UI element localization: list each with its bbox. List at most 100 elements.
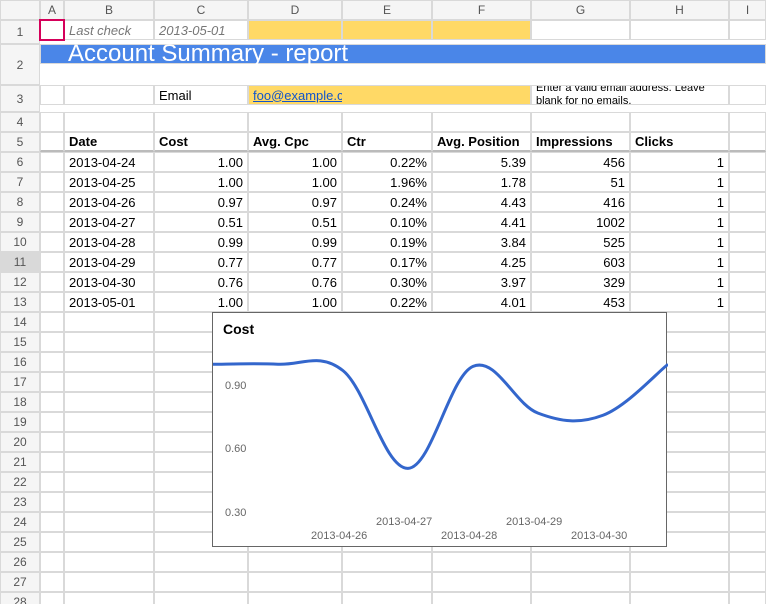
col-header-G[interactable]: G <box>531 0 630 20</box>
cell-B3[interactable] <box>64 85 154 105</box>
cell-A6[interactable] <box>40 152 64 172</box>
cell-avgcpc-12[interactable]: 0.76 <box>248 272 342 292</box>
row-header-22[interactable]: 22 <box>0 472 40 492</box>
cell-impr-8[interactable]: 416 <box>531 192 630 212</box>
cell-F1[interactable] <box>432 20 531 40</box>
cell-blank-21-1[interactable] <box>64 452 154 472</box>
cell-blank-24-8[interactable] <box>729 512 766 532</box>
cell-avgpos-11[interactable]: 4.25 <box>432 252 531 272</box>
cell-C3-email-label[interactable]: Email <box>154 85 248 105</box>
cell-avgpos-6[interactable]: 5.39 <box>432 152 531 172</box>
cell-blank-24-1[interactable] <box>64 512 154 532</box>
cell-clicks-8[interactable]: 1 <box>630 192 729 212</box>
row-header-27[interactable]: 27 <box>0 572 40 592</box>
cell-blank-27-4[interactable] <box>342 572 432 592</box>
col-header-C[interactable]: C <box>154 0 248 20</box>
cell-blank-21-8[interactable] <box>729 452 766 472</box>
cell-clicks-11[interactable]: 1 <box>630 252 729 272</box>
cell-impr-11[interactable]: 603 <box>531 252 630 272</box>
cell-avgpos-10[interactable]: 3.84 <box>432 232 531 252</box>
cell-cost-12[interactable]: 0.76 <box>154 272 248 292</box>
row-header-16[interactable]: 16 <box>0 352 40 372</box>
cell-I13[interactable] <box>729 292 766 312</box>
cell-blank-26-8[interactable] <box>729 552 766 572</box>
cell-blank-26-6[interactable] <box>531 552 630 572</box>
cell-blank-26-3[interactable] <box>248 552 342 572</box>
cell-avgpos-8[interactable]: 4.43 <box>432 192 531 212</box>
row-header-23[interactable]: 23 <box>0 492 40 512</box>
cell-blank-27-7[interactable] <box>630 572 729 592</box>
cell-C1-lastcheck-value[interactable]: 2013-05-01 <box>154 20 248 40</box>
cell-A11[interactable] <box>40 252 64 272</box>
cell-blank-16-8[interactable] <box>729 352 766 372</box>
cell-cost-6[interactable]: 1.00 <box>154 152 248 172</box>
cell-cost-13[interactable]: 1.00 <box>154 292 248 312</box>
row-header-17[interactable]: 17 <box>0 372 40 392</box>
cell-D1[interactable] <box>248 20 342 40</box>
cell-avgcpc-13[interactable]: 1.00 <box>248 292 342 312</box>
cell-A13[interactable] <box>40 292 64 312</box>
cell-G4[interactable] <box>531 112 630 132</box>
cell-avgcpc-11[interactable]: 0.77 <box>248 252 342 272</box>
cell-blank-26-2[interactable] <box>154 552 248 572</box>
row-header-14[interactable]: 14 <box>0 312 40 332</box>
cell-avgpos-7[interactable]: 1.78 <box>432 172 531 192</box>
cell-blank-26-0[interactable] <box>40 552 64 572</box>
cell-blank-26-4[interactable] <box>342 552 432 572</box>
cell-blank-18-0[interactable] <box>40 392 64 412</box>
cell-clicks-10[interactable]: 1 <box>630 232 729 252</box>
cell-A2[interactable] <box>40 44 64 64</box>
cell-blank-28-2[interactable] <box>154 592 248 604</box>
cell-impr-7[interactable]: 51 <box>531 172 630 192</box>
cell-blank-21-0[interactable] <box>40 452 64 472</box>
cell-impr-6[interactable]: 456 <box>531 152 630 172</box>
cell-blank-19-8[interactable] <box>729 412 766 432</box>
cell-E3[interactable] <box>342 85 432 105</box>
row-header-19[interactable]: 19 <box>0 412 40 432</box>
col-header-E[interactable]: E <box>342 0 432 20</box>
cell-blank-23-0[interactable] <box>40 492 64 512</box>
cell-cost-8[interactable]: 0.97 <box>154 192 248 212</box>
cell-ctr-6[interactable]: 0.22% <box>342 152 432 172</box>
cell-blank-28-7[interactable] <box>630 592 729 604</box>
cell-G3-hint[interactable]: Enter a valid email address. Leave blank… <box>531 85 729 105</box>
cell-date-6[interactable]: 2013-04-24 <box>64 152 154 172</box>
cell-blank-28-6[interactable] <box>531 592 630 604</box>
cell-clicks-9[interactable]: 1 <box>630 212 729 232</box>
cell-blank-17-0[interactable] <box>40 372 64 392</box>
cell-A3[interactable] <box>40 85 64 105</box>
cell-blank-27-5[interactable] <box>432 572 531 592</box>
cell-avgcpc-8[interactable]: 0.97 <box>248 192 342 212</box>
cell-blank-23-8[interactable] <box>729 492 766 512</box>
cell-cost-10[interactable]: 0.99 <box>154 232 248 252</box>
banner-title[interactable]: Account Summary - report <box>64 44 766 64</box>
cell-B1-lastcheck-label[interactable]: Last check <box>64 20 154 40</box>
cell-cost-9[interactable]: 0.51 <box>154 212 248 232</box>
cell-cost-7[interactable]: 1.00 <box>154 172 248 192</box>
cell-blank-25-8[interactable] <box>729 532 766 552</box>
cell-I3[interactable] <box>729 85 766 105</box>
cell-H4[interactable] <box>630 112 729 132</box>
cell-blank-15-0[interactable] <box>40 332 64 352</box>
col-header-H[interactable]: H <box>630 0 729 20</box>
cell-clicks-6[interactable]: 1 <box>630 152 729 172</box>
cell-blank-14-1[interactable] <box>64 312 154 332</box>
row-header-20[interactable]: 20 <box>0 432 40 452</box>
hdr-impr[interactable]: Impressions <box>531 132 630 152</box>
cell-I12[interactable] <box>729 272 766 292</box>
cell-I9[interactable] <box>729 212 766 232</box>
row-header-12[interactable]: 12 <box>0 272 40 292</box>
row-header-15[interactable]: 15 <box>0 332 40 352</box>
cell-D4[interactable] <box>248 112 342 132</box>
cell-blank-19-1[interactable] <box>64 412 154 432</box>
cell-impr-10[interactable]: 525 <box>531 232 630 252</box>
cell-blank-14-0[interactable] <box>40 312 64 332</box>
cell-blank-22-0[interactable] <box>40 472 64 492</box>
cell-A9[interactable] <box>40 212 64 232</box>
cell-blank-19-0[interactable] <box>40 412 64 432</box>
cell-A7[interactable] <box>40 172 64 192</box>
hdr-clicks[interactable]: Clicks <box>630 132 729 152</box>
col-header-F[interactable]: F <box>432 0 531 20</box>
cell-blank-17-8[interactable] <box>729 372 766 392</box>
cell-date-13[interactable]: 2013-05-01 <box>64 292 154 312</box>
